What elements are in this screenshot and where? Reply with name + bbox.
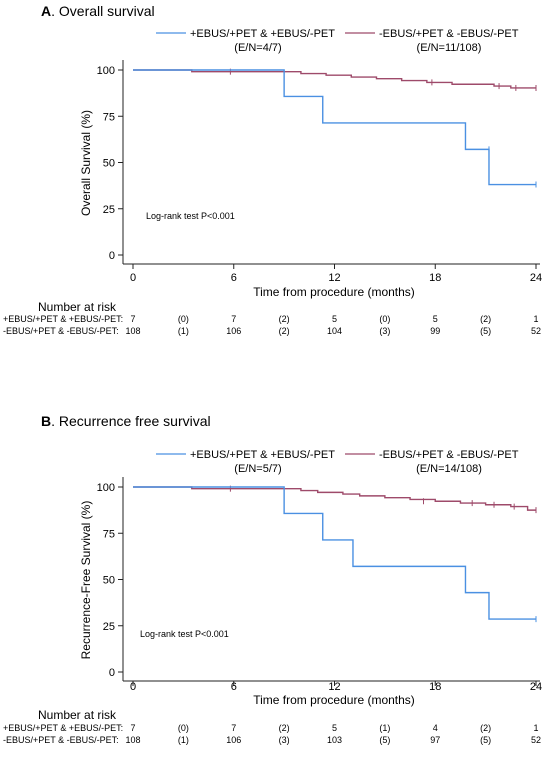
- x-tick-label: 12: [328, 272, 340, 284]
- risk-cell: 99: [430, 326, 440, 336]
- x-tick-label: 24: [530, 272, 542, 284]
- y-tick-label: 0: [109, 250, 115, 262]
- risk-cell: (1): [178, 735, 189, 745]
- y-tick-label: 100: [97, 65, 115, 77]
- chart-title-letter: B: [41, 413, 51, 429]
- risk-table-title: Number at risk: [38, 708, 117, 722]
- risk-cell: 106: [226, 326, 241, 336]
- risk-cell: 108: [125, 735, 140, 745]
- risk-cell: (2): [480, 314, 491, 324]
- risk-cell: (5): [379, 735, 390, 745]
- series-line-blue: [133, 486, 536, 620]
- risk-cell: (5): [480, 735, 491, 745]
- chart-title-text: . Recurrence free survival: [51, 413, 211, 429]
- risk-cell: 103: [327, 735, 342, 745]
- risk-cell: 108: [125, 326, 140, 336]
- risk-cell: 97: [430, 735, 440, 745]
- risk-cell: (2): [279, 326, 290, 336]
- x-tick-label: 24: [530, 681, 542, 693]
- logrank-text: Log-rank test P<0.001: [146, 211, 235, 221]
- risk-cell: 106: [226, 735, 241, 745]
- risk-cell: (2): [279, 314, 290, 324]
- series-line-maroon: [133, 69, 536, 89]
- risk-cell: (1): [379, 723, 390, 733]
- y-tick-label: 75: [103, 528, 115, 540]
- x-tick-label: 0: [130, 272, 136, 284]
- panel-overall-survival: A. Overall survival +EBUS/+PET & +EBUS/-…: [3, 3, 542, 336]
- x-tick-label: 18: [429, 272, 441, 284]
- overall-survival-chart: A. Overall survival +EBUS/+PET & +EBUS/-…: [3, 3, 542, 336]
- risk-cell: (0): [178, 723, 189, 733]
- recurrence-free-survival-chart: B. Recurrence free survival +EBUS/+PET &…: [3, 413, 542, 745]
- legend-label-1: +EBUS/+PET & +EBUS/-PET: [190, 449, 335, 461]
- risk-cell: (3): [379, 326, 390, 336]
- legend-sub-1: (E/N=5/7): [234, 463, 281, 475]
- risk-cell: (0): [379, 314, 390, 324]
- risk-row-label-2: -EBUS/+PET & -EBUS/-PET:: [3, 735, 119, 745]
- x-axis-label: Time from procedure (months): [253, 693, 415, 707]
- legend-sub-2: (E/N=14/108): [416, 463, 482, 475]
- chart-title-text: . Overall survival: [51, 3, 154, 19]
- risk-cell: (2): [480, 723, 491, 733]
- risk-cell: 5: [332, 314, 337, 324]
- chart-title: B. Recurrence free survival: [41, 413, 211, 429]
- y-tick-label: 75: [103, 111, 115, 123]
- legend-sub-1: (E/N=4/7): [234, 42, 281, 54]
- risk-cell: (3): [279, 735, 290, 745]
- legend-label-2: -EBUS/+PET & -EBUS/-PET: [379, 449, 519, 461]
- risk-cell: 52: [531, 326, 541, 336]
- x-tick-label: 12: [328, 681, 340, 693]
- risk-row-label-1: +EBUS/+PET & +EBUS/-PET:: [3, 314, 123, 324]
- y-tick-label: 25: [103, 621, 115, 633]
- risk-row-label-1: +EBUS/+PET & +EBUS/-PET:: [3, 723, 123, 733]
- risk-cell: 5: [433, 314, 438, 324]
- risk-cell: (5): [480, 326, 491, 336]
- chart-title: A. Overall survival: [41, 3, 155, 19]
- y-tick-label: 50: [103, 158, 115, 170]
- y-axis-label: Overall Survival (%): [79, 110, 93, 216]
- risk-cell: 104: [327, 326, 342, 336]
- chart-title-letter: A: [41, 3, 51, 19]
- risk-cell: 5: [332, 723, 337, 733]
- x-axis-label: Time from procedure (months): [253, 285, 415, 299]
- risk-cell: 1: [533, 723, 538, 733]
- risk-cell: (1): [178, 326, 189, 336]
- x-tick-label: 6: [231, 681, 237, 693]
- risk-cell: 7: [231, 723, 236, 733]
- risk-cell: 7: [231, 314, 236, 324]
- legend-label-2: -EBUS/+PET & -EBUS/-PET: [379, 28, 519, 40]
- series-line-blue: [133, 69, 536, 186]
- risk-cell: 1: [533, 314, 538, 324]
- y-axis-label: Recurrence-Free Survival (%): [79, 501, 93, 660]
- risk-cell: 7: [130, 723, 135, 733]
- risk-table-title: Number at risk: [38, 300, 117, 314]
- logrank-text: Log-rank test P<0.001: [140, 629, 229, 639]
- y-tick-label: 50: [103, 575, 115, 587]
- legend-sub-2: (E/N=11/108): [417, 42, 482, 54]
- series-line-maroon: [133, 486, 536, 511]
- legend-label-1: +EBUS/+PET & +EBUS/-PET: [190, 28, 335, 40]
- x-tick-label: 18: [429, 681, 441, 693]
- risk-cell: 4: [433, 723, 438, 733]
- panel-recurrence-free-survival: B. Recurrence free survival +EBUS/+PET &…: [0, 410, 550, 759]
- risk-cell: (2): [279, 723, 290, 733]
- risk-cell: 7: [130, 314, 135, 324]
- y-tick-label: 100: [97, 482, 115, 494]
- x-tick-label: 6: [231, 272, 237, 284]
- y-tick-label: 0: [109, 667, 115, 679]
- risk-row-label-2: -EBUS/+PET & -EBUS/-PET:: [3, 326, 119, 336]
- x-tick-label: 0: [130, 681, 136, 693]
- risk-cell: 52: [531, 735, 541, 745]
- risk-cell: (0): [178, 314, 189, 324]
- y-tick-label: 25: [103, 204, 115, 216]
